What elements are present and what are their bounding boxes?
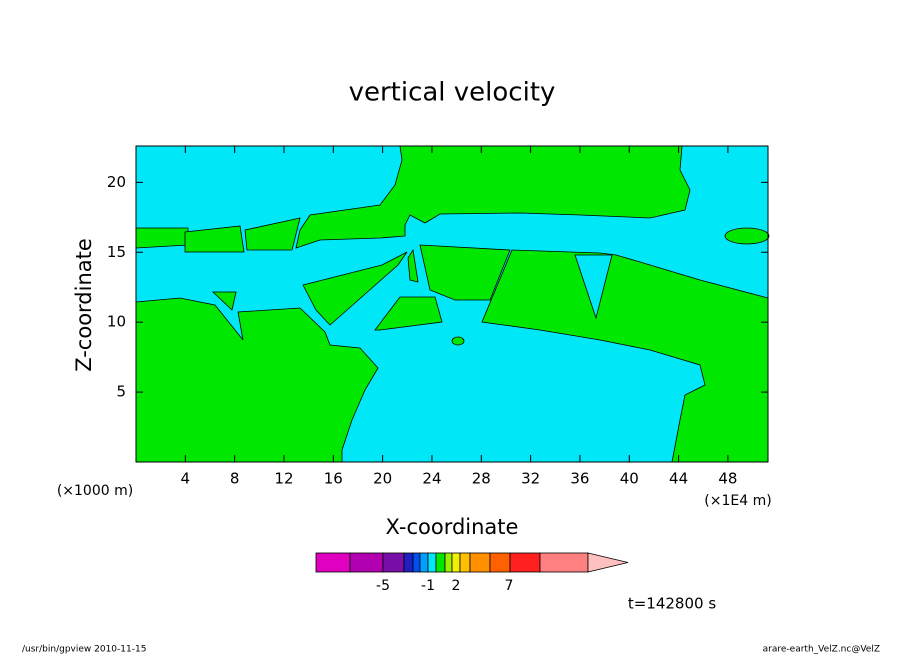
colorbar-cell (459, 552, 471, 573)
footer-left: /usr/bin/gpview 2010-11-15 (22, 645, 146, 654)
x-tick-label: 8 (230, 470, 240, 488)
contour-region (211, 291, 237, 311)
contour-region (451, 336, 465, 346)
contour-region (374, 296, 443, 331)
colorbar-cell (419, 552, 429, 573)
y-tick-label: 5 (116, 383, 126, 401)
colorbar-cell (469, 552, 491, 573)
x-tick-label: 32 (521, 470, 540, 488)
plot-frame (135, 145, 769, 463)
colorbar-tick-label: 7 (505, 578, 514, 594)
colorbar-tick-label: -1 (421, 578, 435, 594)
x-units: (×1E4 m) (704, 493, 771, 509)
contour-region (135, 297, 379, 463)
colorbar-cell (489, 552, 511, 573)
x-axis-label: X-coordinate (386, 515, 519, 539)
x-tick-label: 28 (472, 470, 491, 488)
contour-region (184, 225, 245, 253)
colorbar-cell (539, 552, 589, 573)
x-tick-label: 40 (620, 470, 639, 488)
x-tick-label: 44 (669, 470, 688, 488)
chart-title: vertical velocity (349, 78, 556, 108)
contour-field (135, 145, 770, 463)
colorbar-cell (444, 552, 453, 573)
contour-region (302, 251, 408, 326)
colorbar-tick-label: 2 (452, 578, 461, 594)
x-tick-label: 24 (422, 470, 441, 488)
contour-region (295, 145, 691, 249)
contour-region (407, 248, 419, 283)
contour-region (574, 254, 613, 320)
y-tick-label: 15 (107, 243, 126, 261)
colorbar-cell (427, 552, 437, 573)
colorbar-cell (349, 552, 384, 573)
colorbar-cell (315, 552, 351, 573)
contour-region (724, 227, 770, 245)
colorbar-cell (451, 552, 461, 573)
x-tick-label: 4 (181, 470, 191, 488)
time-label: t=142800 s (628, 595, 716, 613)
x-tick-label: 12 (274, 470, 293, 488)
contour-region (419, 244, 511, 301)
colorbar-cell (435, 552, 446, 573)
colorbar-cell (382, 552, 405, 573)
x-tick-label: 36 (570, 470, 589, 488)
y-tick-label: 20 (107, 173, 126, 191)
colorbar-cell (412, 552, 421, 573)
x-tick-label: 16 (324, 470, 343, 488)
contour-region (135, 227, 189, 249)
x-tick-label: 48 (718, 470, 737, 488)
colorbar-extension (587, 552, 629, 573)
x-tick-label: 20 (373, 470, 392, 488)
colorbar-tick-label: -5 (376, 578, 390, 594)
footer-right: arare-earth_VelZ.nc@VelZ (763, 645, 880, 654)
colorbar-cell (509, 552, 541, 573)
y-axis-label: Z-coordinate (72, 238, 96, 372)
colorbar-cell (403, 552, 414, 573)
y-units: (×1000 m) (57, 483, 133, 499)
contour-region (244, 217, 301, 251)
y-tick-label: 10 (107, 313, 126, 331)
